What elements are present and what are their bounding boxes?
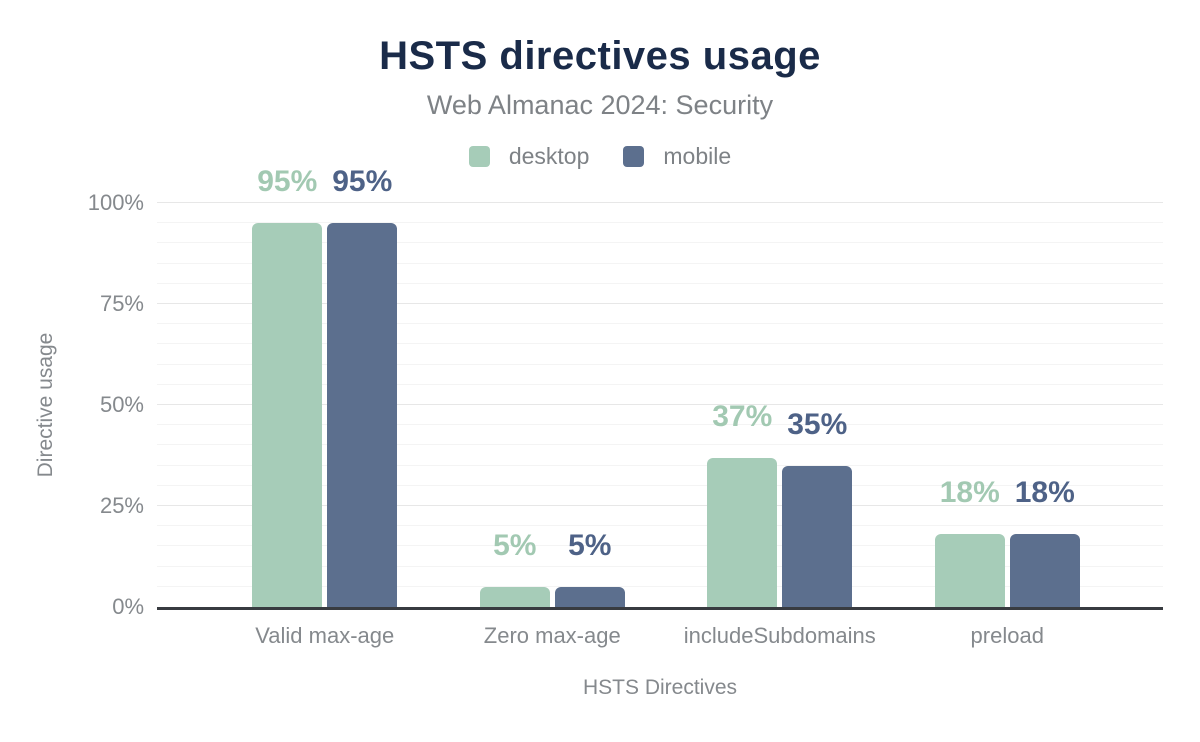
gridline-major <box>157 202 1163 203</box>
gridline-minor <box>157 464 1163 466</box>
x-category-label-includesubdomains: includeSubdomains <box>683 623 876 648</box>
legend-swatch-desktop <box>468 146 490 167</box>
x-category-label-preload: preload <box>970 623 1044 648</box>
desktop-value-label-valid-max-age: 95% <box>257 165 318 198</box>
bar-group-preload: 18% 18% preload <box>894 203 1122 648</box>
desktop-value-label-preload: 18% <box>939 476 1000 509</box>
gridline-minor <box>157 525 1163 527</box>
desktop-bar-valid-max-age: 95% <box>252 165 323 607</box>
legend-item-mobile: mobile <box>623 143 731 170</box>
y-tick-label-75: 75% <box>99 291 144 316</box>
y-tick-label-25: 25% <box>99 493 144 518</box>
gridline-minor <box>157 363 1163 365</box>
y-tick-label-0: 0% <box>112 594 144 619</box>
legend-label-mobile: mobile <box>663 143 732 169</box>
bar-group-zero-max-age: 5% 5% Zero max-age <box>439 203 667 648</box>
x-category-label-valid-max-age: Valid max-age <box>255 623 395 648</box>
desktop-bar-zero-max-age: 5% <box>479 529 550 607</box>
mobile-bar-zero-max-age: 5% <box>554 529 625 607</box>
chart-title: HSTS directives usage <box>379 34 821 78</box>
gridline-minor <box>157 282 1163 284</box>
gridline-minor <box>157 565 1163 567</box>
gridline-minor <box>157 222 1163 224</box>
legend-label-desktop: desktop <box>508 143 590 169</box>
desktop-value-label-includesubdomains: 37% <box>712 400 773 433</box>
desktop-bar-includesubdomains: 37% <box>707 400 778 607</box>
gridline-minor <box>157 444 1163 446</box>
y-tick-label-50: 50% <box>99 392 144 417</box>
mobile-value-label-includesubdomains: 35% <box>787 408 848 441</box>
bar-group-includesubdomains: 37% 35% includeSubdomains <box>666 203 894 648</box>
gridline-minor <box>157 383 1163 385</box>
plot-area: 0% 25% 50% 75% 100% 95% 95% Valid max-age 5% 5% Z… <box>88 165 1163 648</box>
bar-groups: 95% 95% Valid max-age 5% 5% Zero max-age 37% 35… <box>211 165 1122 648</box>
mobile-value-label-preload: 18% <box>1014 476 1075 509</box>
gridline-minor <box>157 242 1163 244</box>
gridline-major <box>157 404 1163 405</box>
y-axis-title: Directive usage <box>34 332 57 478</box>
x-category-label-zero-max-age: Zero max-age <box>483 623 621 648</box>
gridline-minor <box>157 343 1163 345</box>
gridline-minor <box>157 484 1163 486</box>
mobile-value-label-valid-max-age: 95% <box>332 165 393 198</box>
x-axis-title: HSTS Directives <box>582 676 738 699</box>
chart-subtitle: Web Almanac 2024: Security <box>426 90 774 120</box>
gridline-minor <box>157 323 1163 325</box>
gridline-minor <box>157 585 1163 587</box>
bar-group-valid-max-age: 95% 95% Valid max-age <box>211 165 439 648</box>
mobile-bar-preload: 18% <box>1009 476 1080 607</box>
legend: desktop mobile <box>0 143 1200 170</box>
desktop-bar-preload: 18% <box>934 476 1005 607</box>
y-tick-label-100: 100% <box>87 190 144 215</box>
legend-swatch-mobile <box>623 146 645 167</box>
gridline-major <box>157 303 1163 304</box>
mobile-value-label-zero-max-age: 5% <box>568 529 612 562</box>
mobile-bar-valid-max-age: 95% <box>327 165 398 607</box>
desktop-value-label-zero-max-age: 5% <box>493 529 537 562</box>
gridline-minor <box>157 545 1163 547</box>
gridline-minor <box>157 262 1163 264</box>
mobile-bar-includesubdomains: 35% <box>782 408 853 607</box>
gridline-minor <box>157 424 1163 426</box>
gridline-major <box>157 505 1163 506</box>
legend-item-desktop: desktop <box>468 143 590 170</box>
